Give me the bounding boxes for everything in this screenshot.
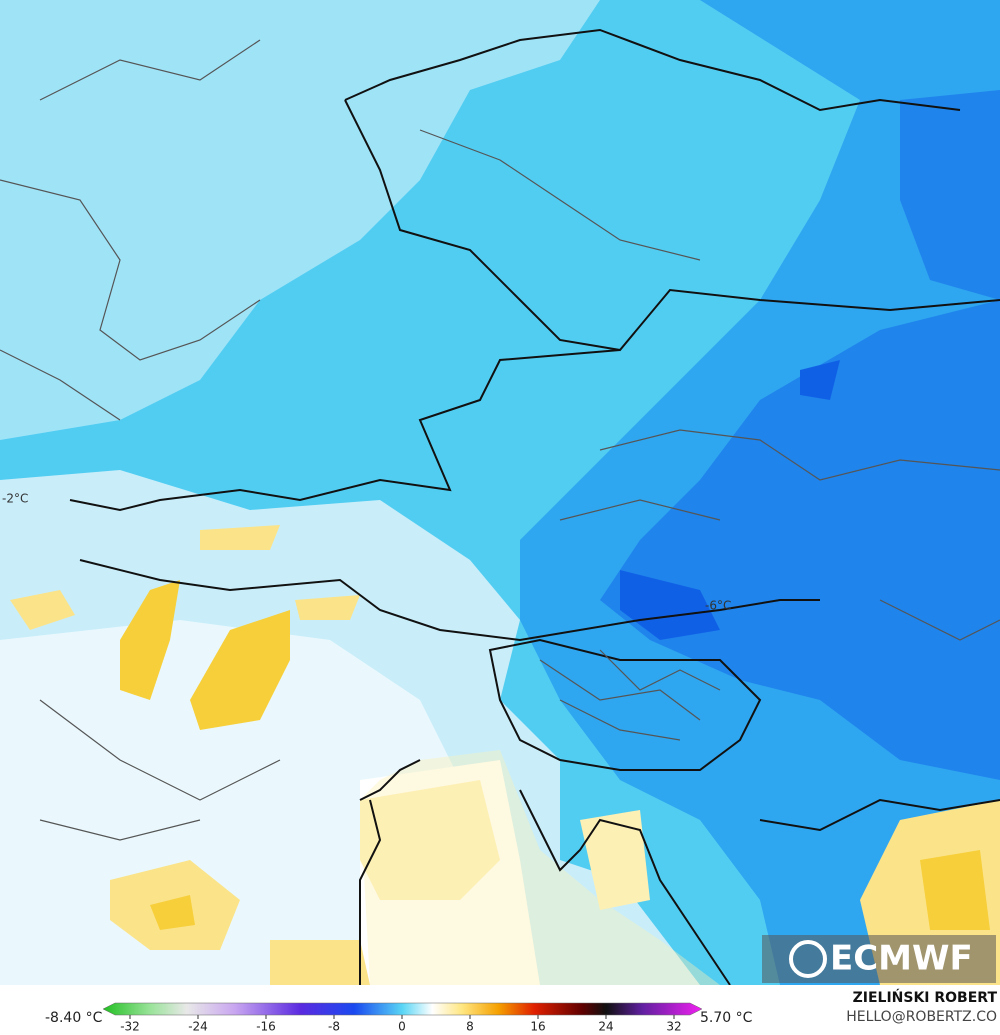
colorbar-tick-label: 0 <box>398 1020 406 1034</box>
colorbar-tick-label: 32 <box>666 1020 681 1034</box>
colorbar-tick-label: 16 <box>530 1020 545 1034</box>
colorbar-tick-label: 8 <box>466 1020 474 1034</box>
map: ECMWF -2°C -6°C <box>0 0 1000 986</box>
colorbar-tick-label: -24 <box>188 1020 208 1034</box>
colorbar-ticks: -32 -24 -16 -8 0 8 16 24 32 <box>120 1015 682 1034</box>
colorbar-tick-label: -32 <box>120 1020 140 1034</box>
colorbar-tick-label: -16 <box>256 1020 276 1034</box>
logo: ECMWF <box>830 939 973 979</box>
credit-contact: HELLO@ROBERTZ.CO <box>846 1009 997 1025</box>
map-label: -2°C <box>2 492 28 506</box>
colorbar-min: -8.40 °C <box>45 1010 103 1026</box>
colorbar-tick-label: -8 <box>328 1020 340 1034</box>
colorbar-tick-label: 24 <box>598 1020 613 1034</box>
colorbar-max: 5.70 °C <box>700 1010 753 1026</box>
colorbar <box>102 1002 703 1016</box>
map-label: -6°C <box>705 599 731 613</box>
credit-name: ZIELIŃSKI ROBERT <box>853 988 998 1006</box>
